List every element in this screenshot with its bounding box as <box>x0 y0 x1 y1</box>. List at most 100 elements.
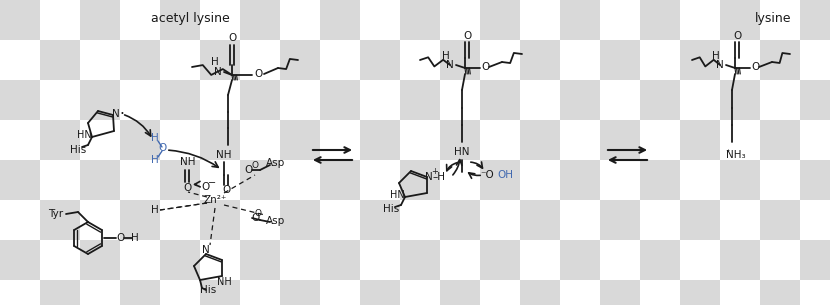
Bar <box>240 240 280 280</box>
Bar <box>800 40 830 80</box>
Bar <box>720 40 760 80</box>
Bar <box>760 160 800 200</box>
Bar <box>120 160 160 200</box>
Bar <box>240 40 280 80</box>
Bar <box>280 120 320 160</box>
Bar <box>120 280 160 305</box>
Bar <box>240 80 280 120</box>
Text: O: O <box>116 233 124 243</box>
Bar <box>120 0 160 40</box>
Bar <box>520 200 560 240</box>
Text: +: + <box>432 167 438 175</box>
Text: H: H <box>211 57 219 67</box>
Text: O: O <box>255 209 261 217</box>
Bar <box>640 280 680 305</box>
Bar <box>480 240 520 280</box>
Bar <box>560 160 600 200</box>
Text: His: His <box>200 285 216 295</box>
Bar <box>640 40 680 80</box>
Bar <box>720 0 760 40</box>
Bar <box>400 280 440 305</box>
Text: HN: HN <box>389 190 404 200</box>
Text: O: O <box>222 185 230 195</box>
Bar <box>480 280 520 305</box>
Text: N: N <box>447 60 454 70</box>
Bar <box>0 280 40 305</box>
Bar <box>0 160 40 200</box>
Bar <box>120 40 160 80</box>
Text: ⁻O: ⁻O <box>480 170 494 180</box>
Bar <box>520 40 560 80</box>
Bar <box>0 120 40 160</box>
Bar <box>280 200 320 240</box>
Text: O: O <box>251 213 259 223</box>
Text: OH: OH <box>497 170 513 180</box>
Bar <box>160 40 200 80</box>
Text: N: N <box>112 109 120 119</box>
Bar <box>80 0 120 40</box>
Text: H: H <box>151 133 159 143</box>
Bar <box>240 120 280 160</box>
Text: O: O <box>751 62 759 72</box>
Text: H: H <box>442 51 450 61</box>
Bar <box>240 200 280 240</box>
Bar <box>320 240 360 280</box>
Bar <box>720 200 760 240</box>
Text: NH₃: NH₃ <box>726 150 746 160</box>
Bar <box>600 280 640 305</box>
Text: O: O <box>158 143 166 153</box>
Text: H: H <box>151 205 159 215</box>
Bar <box>760 120 800 160</box>
Bar <box>0 240 40 280</box>
Bar <box>600 240 640 280</box>
Bar <box>40 280 80 305</box>
Bar <box>440 80 480 120</box>
Bar <box>240 160 280 200</box>
Text: lysine: lysine <box>754 12 791 25</box>
Bar <box>760 80 800 120</box>
Text: Asp: Asp <box>266 158 286 168</box>
Text: O: O <box>183 183 191 193</box>
Bar <box>400 240 440 280</box>
Text: HN: HN <box>454 147 470 157</box>
Bar <box>280 240 320 280</box>
Bar <box>640 120 680 160</box>
Text: O: O <box>733 31 741 41</box>
Bar <box>200 160 240 200</box>
Bar <box>40 80 80 120</box>
Bar <box>520 80 560 120</box>
Bar <box>160 240 200 280</box>
Text: O: O <box>463 31 471 41</box>
Text: His: His <box>383 204 399 214</box>
Bar <box>680 280 720 305</box>
Text: N: N <box>716 60 724 70</box>
Bar <box>640 80 680 120</box>
Bar <box>160 160 200 200</box>
Bar <box>40 40 80 80</box>
Text: H: H <box>151 155 159 165</box>
Bar <box>440 280 480 305</box>
Text: −: − <box>208 178 216 188</box>
Bar <box>520 160 560 200</box>
Bar <box>680 120 720 160</box>
Bar <box>360 0 400 40</box>
Bar <box>560 240 600 280</box>
Bar <box>280 40 320 80</box>
Bar <box>640 160 680 200</box>
Text: O: O <box>481 62 489 72</box>
Bar <box>800 200 830 240</box>
Bar <box>80 280 120 305</box>
Bar <box>760 0 800 40</box>
Bar <box>720 80 760 120</box>
Text: O: O <box>201 182 209 192</box>
Text: H: H <box>131 233 139 243</box>
Bar <box>520 120 560 160</box>
Bar <box>520 280 560 305</box>
Bar <box>400 40 440 80</box>
Text: NH: NH <box>217 150 232 160</box>
Bar <box>280 0 320 40</box>
Bar <box>360 40 400 80</box>
Bar <box>680 240 720 280</box>
Bar <box>640 0 680 40</box>
Bar <box>560 40 600 80</box>
